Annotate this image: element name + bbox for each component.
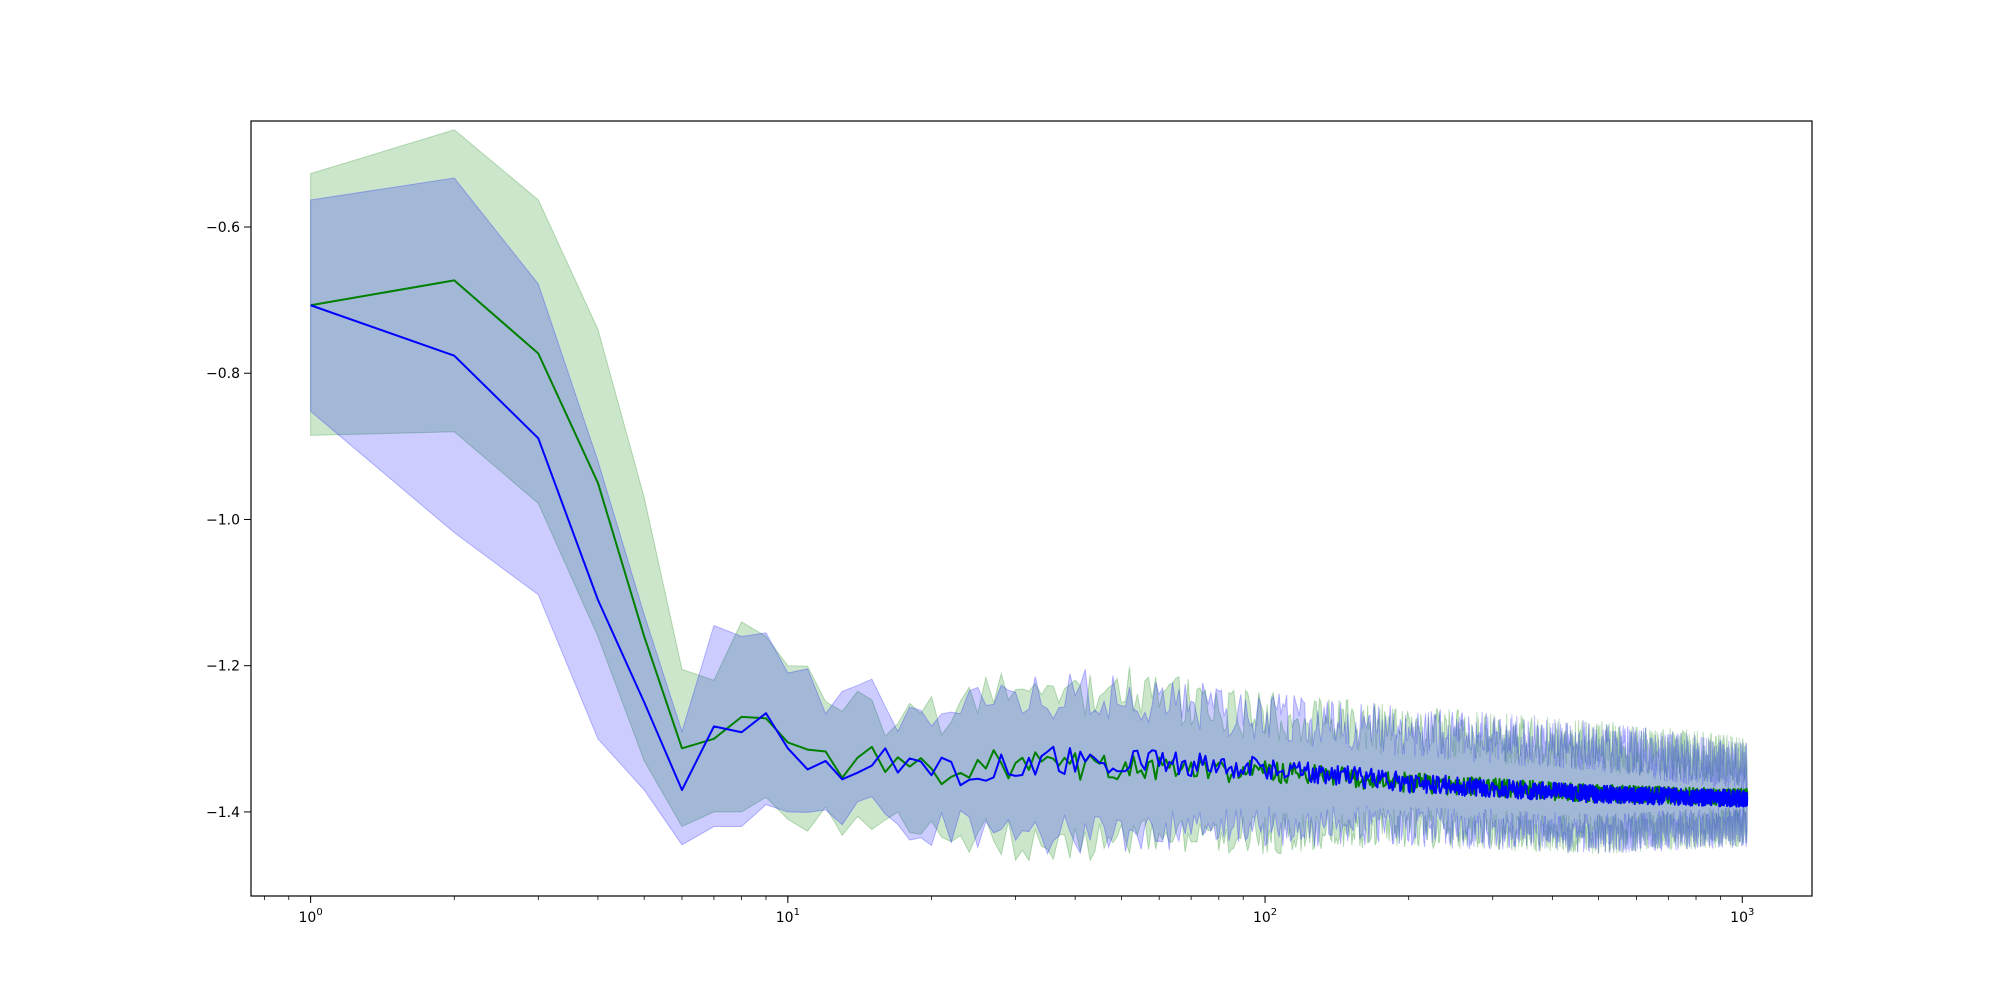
x-axis: 100 101 102 103 [263, 896, 1754, 926]
x-tick-label: 103 [1730, 907, 1754, 926]
axes-frame [250, 120, 1813, 897]
y-tick-label: −1.0 [206, 512, 240, 528]
y-tick-label: −0.8 [206, 366, 240, 382]
y-tick-label: −0.6 [206, 220, 240, 236]
plot-area [310, 129, 1749, 862]
y-tick-label: −1.2 [206, 659, 240, 675]
y-axis: −0.6 −0.8 −1.0 −1.2 −1.4 [206, 220, 251, 821]
series-2-line [310, 304, 1749, 808]
y-tick-label: −1.4 [206, 805, 240, 821]
series-1-band [310, 129, 1748, 862]
x-tick-label: 102 [1253, 907, 1277, 926]
x-tick-label: 100 [299, 907, 323, 926]
x-tick-label: 101 [776, 907, 800, 926]
